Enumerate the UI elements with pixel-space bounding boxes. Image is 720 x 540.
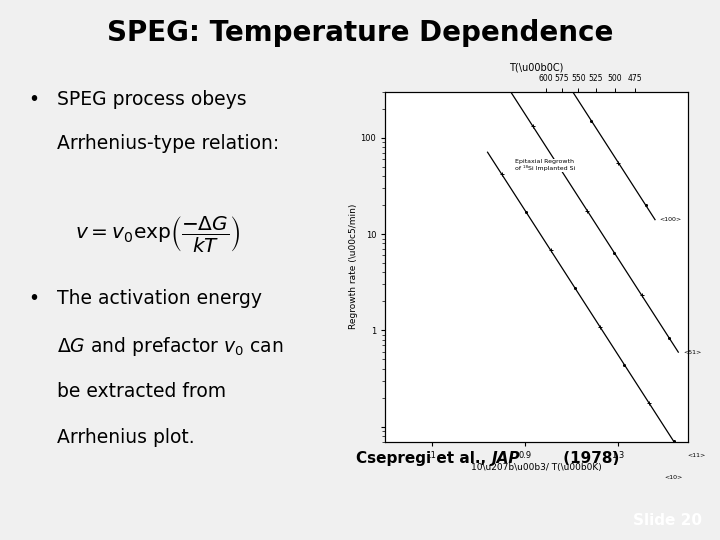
Text: <10>: <10>	[665, 475, 683, 480]
Text: •: •	[29, 289, 40, 308]
Text: $v = v_0\exp\!\left(\dfrac{-\Delta G}{kT}\right)$: $v = v_0\exp\!\left(\dfrac{-\Delta G}{kT…	[75, 214, 240, 254]
Text: <100>: <100>	[660, 217, 682, 222]
Text: Arrhenius plot.: Arrhenius plot.	[57, 428, 194, 447]
Text: Slide 20: Slide 20	[633, 513, 702, 528]
Text: be extracted from: be extracted from	[57, 382, 226, 401]
Text: Epitaxial Regrowth
of ¹⁸Si Implanted Si: Epitaxial Regrowth of ¹⁸Si Implanted Si	[516, 159, 576, 171]
X-axis label: T(\u00b0C): T(\u00b0C)	[509, 63, 564, 73]
Text: $\Delta G$ and prefactor $v_0$ can: $\Delta G$ and prefactor $v_0$ can	[57, 335, 284, 359]
Text: The activation energy: The activation energy	[57, 289, 262, 308]
Text: JAP: JAP	[491, 451, 520, 466]
Text: Arrhenius-type relation:: Arrhenius-type relation:	[57, 134, 279, 153]
X-axis label: 10\u207b\u00b3/ T(\u00b0K): 10\u207b\u00b3/ T(\u00b0K)	[471, 463, 602, 471]
Text: SPEG process obeys: SPEG process obeys	[57, 90, 246, 109]
Text: Csepregi et al.,: Csepregi et al.,	[356, 451, 491, 466]
Text: SPEG: Temperature Dependence: SPEG: Temperature Dependence	[107, 19, 613, 46]
Text: (1978): (1978)	[557, 451, 619, 466]
Text: <11>: <11>	[688, 453, 706, 458]
Text: •: •	[29, 90, 40, 109]
Y-axis label: Regrowth rate (\u00c5/min): Regrowth rate (\u00c5/min)	[348, 204, 358, 329]
Text: <51>: <51>	[683, 349, 701, 355]
